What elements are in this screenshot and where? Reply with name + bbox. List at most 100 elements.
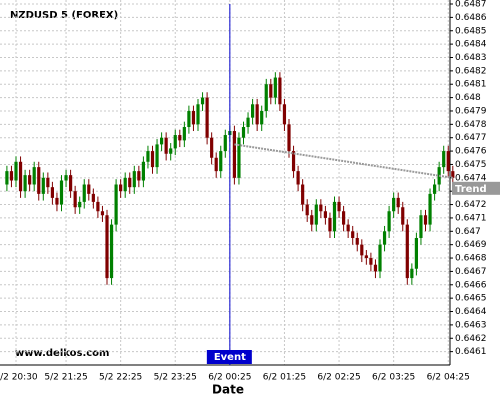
- candle-body: [219, 151, 223, 172]
- candle-body: [155, 144, 159, 168]
- candle-body: [5, 171, 9, 185]
- y-tick-label: 0.6482: [455, 66, 487, 76]
- y-tick-label: 0.6466: [455, 280, 487, 290]
- candle-body: [382, 231, 387, 245]
- candle-body: [123, 177, 127, 192]
- candle-body: [378, 244, 382, 272]
- candle-body: [232, 131, 236, 178]
- candle-body: [346, 224, 350, 232]
- candle-body: [310, 215, 314, 225]
- candle-body: [414, 237, 418, 269]
- candle-body: [46, 177, 50, 188]
- candle-body: [100, 211, 105, 216]
- candle-body: [287, 124, 291, 152]
- x-tick-label: 5/2 20:30: [0, 373, 38, 383]
- candle-body: [87, 184, 91, 194]
- candle-body: [73, 191, 77, 208]
- candle-body: [401, 207, 405, 225]
- y-tick-label: 0.6464: [455, 307, 487, 317]
- candle-body: [255, 104, 259, 125]
- candle-body: [428, 193, 432, 225]
- y-tick-label: 0.6472: [455, 200, 487, 210]
- candle-body: [396, 197, 400, 208]
- candle-body: [305, 204, 309, 216]
- candle-body: [146, 151, 150, 162]
- trend-label: Trend: [455, 184, 487, 195]
- candle-body: [196, 104, 200, 125]
- candle-body: [132, 171, 136, 188]
- y-tick-label: 0.6462: [455, 334, 487, 344]
- candle-body: [14, 161, 18, 181]
- candle-body: [96, 201, 100, 212]
- candle-body: [323, 211, 327, 218]
- plot-area: [0, 0, 450, 365]
- candle-body: [91, 193, 95, 202]
- candle-body: [314, 204, 318, 225]
- candle-body: [173, 135, 177, 149]
- candle-body: [64, 175, 68, 181]
- y-tick-label: 0.6483: [455, 53, 487, 63]
- candle-body: [223, 135, 227, 152]
- candle-body: [191, 110, 196, 125]
- candle-body: [78, 201, 82, 208]
- candle-body: [200, 97, 205, 105]
- y-tick-label: 0.6468: [455, 254, 487, 264]
- candle-body: [328, 217, 332, 232]
- candle-body: [369, 258, 373, 265]
- candle-body: [69, 175, 73, 192]
- candle-body: [210, 137, 214, 158]
- candle-body: [291, 151, 296, 172]
- candle-body: [355, 237, 359, 245]
- candle-body: [301, 184, 305, 205]
- candle-body: [282, 104, 287, 125]
- candle-body: [23, 175, 27, 192]
- candle-body: [37, 167, 41, 194]
- candle-body: [205, 97, 209, 138]
- candle-body: [9, 171, 14, 181]
- y-tick-label: 0.6467: [455, 267, 487, 277]
- candle-body: [55, 197, 59, 205]
- x-axis-title: Date: [212, 383, 244, 397]
- chart-title: NZDUSD 5 (FOREX): [10, 10, 118, 21]
- x-tick-label: 5/2 21:25: [44, 373, 87, 383]
- y-tick-label: 0.6479: [455, 106, 487, 116]
- candle-body: [251, 104, 255, 118]
- candle-body: [119, 184, 123, 192]
- candle-body: [446, 151, 450, 172]
- candle-body: [164, 137, 168, 154]
- y-tick-label: 0.6481: [455, 80, 487, 90]
- y-tick-label: 0.6487: [455, 0, 487, 10]
- y-tick-label: 0.647: [455, 227, 481, 237]
- x-tick-label: 6/2 01:25: [263, 373, 306, 383]
- candle-body: [214, 157, 218, 172]
- y-tick-label: 0.6477: [455, 133, 487, 143]
- candle-body: [410, 268, 414, 279]
- candle-body: [342, 211, 346, 225]
- candle-body: [351, 231, 355, 238]
- candle-body: [137, 171, 141, 181]
- candle-body: [392, 197, 396, 212]
- candle-body: [150, 151, 155, 168]
- candle-body: [105, 215, 109, 279]
- candle-body: [41, 177, 45, 194]
- candle-body: [360, 244, 364, 256]
- y-tick-label: 0.6484: [455, 40, 487, 50]
- trend-label-box: [452, 181, 500, 195]
- x-tick-label: 6/2 00:25: [208, 373, 251, 383]
- candle-body: [114, 184, 118, 225]
- y-tick-label: 0.648: [455, 93, 481, 103]
- y-tick-label: 0.6465: [455, 294, 487, 304]
- y-tick-label: 0.6474: [455, 173, 487, 183]
- event-label-box: [206, 350, 252, 364]
- candle-body: [260, 110, 264, 125]
- y-tick-label: 0.6476: [455, 147, 487, 157]
- candle-body: [128, 177, 132, 188]
- candle-body: [273, 77, 277, 98]
- candle-body: [28, 175, 32, 185]
- y-tick-label: 0.6463: [455, 320, 487, 330]
- candle-body: [433, 184, 437, 194]
- candle-body: [178, 135, 182, 141]
- candle-body: [423, 215, 428, 225]
- candle-body: [169, 148, 173, 154]
